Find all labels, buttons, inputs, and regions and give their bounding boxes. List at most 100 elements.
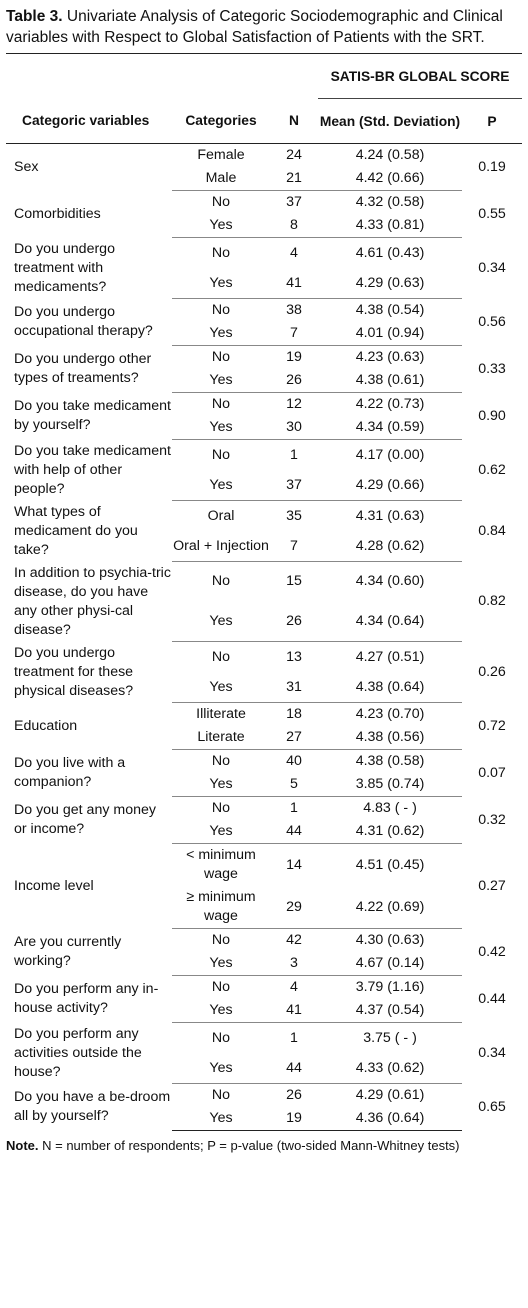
table-header: SATIS-BR GLOBAL SCORE Categoric variable… (6, 53, 523, 144)
n-cell: 42 (286, 932, 302, 948)
category-cell: Male (172, 167, 270, 191)
table-row: Yes 5 3.85 (0.74) (6, 773, 522, 797)
table-row: Do you take medicament by yourself? No 12 4… (6, 393, 522, 433)
table-row: Yes 30 4.34 (0.59) (6, 416, 522, 440)
n-cell: 1 (290, 1029, 298, 1046)
mean-cell: 4.33 (0.81) (318, 214, 462, 238)
n-cell: 29 (270, 886, 318, 929)
table-row: Yes 8 4.33 (0.81) (6, 214, 522, 238)
n-cell: 24 (286, 147, 302, 163)
table-row: Education Illiterate 18 4.23 (0.70) 0.72 (6, 703, 522, 734)
table-row: Do you perform any activities outside th… (6, 1023, 522, 1080)
category-cell: Yes (172, 952, 270, 976)
category-cell: Female (197, 147, 245, 163)
mean-cell: 4.17 (0.00) (355, 446, 425, 463)
category-cell: Yes (172, 773, 270, 797)
category-cell: No (211, 446, 231, 463)
mean-cell: 3.85 (0.74) (318, 773, 462, 797)
variable-cell: Income level (14, 877, 94, 894)
mean-cell: 4.31 (0.63) (355, 507, 425, 524)
caption-text: Univariate Analysis of Categoric Sociode… (6, 8, 503, 46)
n-cell: 19 (286, 349, 302, 365)
p-value-cell: 0.34 (478, 259, 506, 276)
p-value-cell: 0.84 (478, 522, 506, 539)
mean-cell: 4.27 (0.51) (355, 648, 425, 665)
n-cell: 41 (270, 268, 318, 299)
category-cell: No (211, 396, 231, 412)
p-value-cell: 0.44 (478, 990, 506, 1007)
table-row: In addition to psychia-tric disease, do … (6, 562, 522, 638)
note-label: Note. (6, 1138, 39, 1153)
mean-cell: 4.01 (0.94) (318, 322, 462, 346)
variable-cell: Do you undergo treatment with medicament… (14, 240, 115, 295)
results-table: SATIS-BR GLOBAL SCORE Categoric variable… (6, 53, 523, 1131)
n-cell: 13 (286, 648, 302, 665)
table-row: Literate 27 4.38 (0.56) (6, 726, 522, 750)
n-cell: 15 (286, 573, 302, 590)
note-text: N = number of respondents; P = p-value (… (38, 1138, 460, 1153)
category-cell: No (211, 753, 231, 769)
table-row: Yes 41 4.29 (0.63) (6, 268, 522, 299)
category-cell: Yes (172, 820, 270, 844)
table-row: Yes 26 4.34 (0.64) (6, 601, 522, 642)
n-cell: 26 (286, 1087, 302, 1103)
n-cell: 37 (270, 470, 318, 501)
category-cell: No (211, 573, 231, 590)
mean-cell: 4.34 (0.64) (318, 601, 462, 642)
mean-cell: 4.24 (0.58) (355, 147, 425, 163)
mean-cell: 4.83 ( - ) (363, 800, 417, 816)
variable-cell: Are you currently working? (14, 934, 122, 969)
category-cell: Yes (172, 268, 270, 299)
caption-label: Table 3. (6, 8, 63, 25)
header-variables: Categoric variables (22, 113, 150, 129)
n-cell: 1 (290, 446, 298, 463)
n-cell: 7 (270, 531, 318, 562)
n-cell: 4 (290, 979, 298, 995)
table-row: Yes 19 4.36 (0.64) (6, 1107, 522, 1131)
table-body: Sex Female 24 4.24 (0.58) 0.19 Male 21 4.42 (0.… (6, 144, 522, 1131)
table-row: Do you perform any in-house activity? No 4… (6, 976, 522, 1016)
table-row: Do you undergo other types of treaments?… (6, 346, 522, 386)
mean-cell: 4.61 (0.43) (355, 244, 425, 261)
n-cell: 44 (270, 1053, 318, 1084)
n-cell: 12 (286, 396, 302, 412)
table-row: Yes 7 4.01 (0.94) (6, 322, 522, 346)
p-value-cell: 0.72 (478, 717, 506, 734)
table-row: Do you undergo treatment for these physi… (6, 642, 522, 699)
p-value-cell: 0.33 (478, 360, 506, 377)
table-row: Oral + Injection 7 4.28 (0.62) (6, 531, 522, 562)
table-row: What types of medicament do you take? Ora… (6, 501, 522, 558)
table-row: Male 21 4.42 (0.66) (6, 167, 522, 191)
mean-cell: 4.30 (0.63) (355, 932, 425, 948)
table-row: Income level < minimum wage 14 4.51 (0.45) 0… (6, 844, 522, 894)
table-row: Do you undergo treatment with medicament… (6, 238, 522, 295)
category-cell: Yes (172, 369, 270, 393)
table-row: Yes 44 4.31 (0.62) (6, 820, 522, 844)
header-mean: Mean (Std. Deviation) (319, 113, 461, 129)
category-cell: Oral + Injection (172, 531, 270, 562)
n-cell: 19 (270, 1107, 318, 1131)
table-row: Yes 44 4.33 (0.62) (6, 1053, 522, 1084)
variable-cell: Education (14, 717, 78, 734)
table-row: Comorbidities No 37 4.32 (0.58) 0.55 (6, 191, 522, 222)
variable-cell: Comorbidities (14, 205, 101, 222)
n-cell: 38 (286, 302, 302, 318)
table-row: Do you take medicament with help of othe… (6, 440, 522, 497)
category-cell: No (211, 979, 231, 995)
table-row: Do you undergo occupational therapy? No 38… (6, 299, 522, 339)
category-cell: Yes (172, 470, 270, 501)
n-cell: 14 (286, 856, 302, 873)
mean-cell: 4.37 (0.54) (318, 999, 462, 1023)
variable-cell: Do you have a be-droom all by yourself? (14, 1089, 171, 1124)
n-cell: 37 (286, 194, 302, 210)
table-note: Note. N = number of respondents; P = p-v… (6, 1137, 522, 1155)
category-cell: Yes (172, 322, 270, 346)
category-cell: ≥ minimum wage (172, 886, 270, 929)
n-cell: 40 (286, 753, 302, 769)
variable-cell: What types of medicament do you take? (14, 503, 138, 558)
mean-cell: 4.51 (0.45) (355, 856, 425, 873)
mean-cell: 4.38 (0.61) (318, 369, 462, 393)
category-cell: Yes (172, 214, 270, 238)
n-cell: 7 (270, 322, 318, 346)
